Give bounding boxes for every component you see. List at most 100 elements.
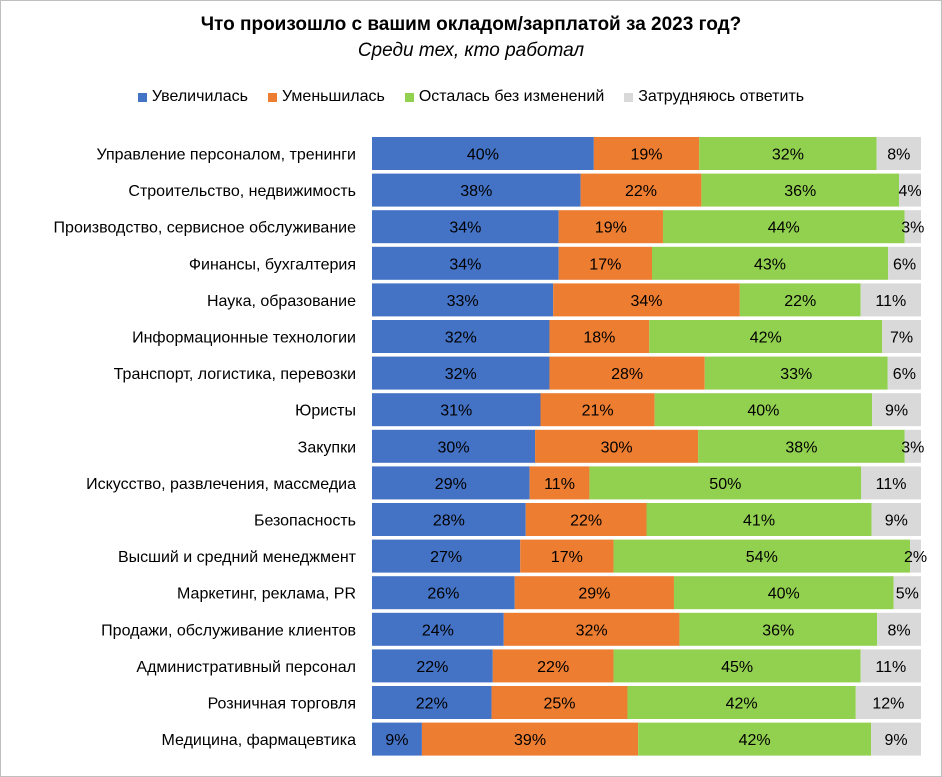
bar-segment [372,539,521,573]
legend-label: Увеличилась [151,88,248,105]
bar-segment [699,137,877,170]
category-label: Информационные технологии [132,330,356,347]
data-label: 22% [625,183,657,200]
legend-item-1: Уменьшилась [267,88,385,106]
bar-segment [492,649,614,683]
data-label: 29% [435,476,467,493]
data-label: 22% [784,293,816,310]
data-label: 43% [754,256,786,273]
data-label: 8% [887,147,910,164]
legend-swatch [404,92,414,102]
bar-segment [893,576,921,610]
bar-segment [514,576,674,610]
category-label: Административный персонал [136,659,356,676]
bar-segment [558,210,663,244]
data-label: 26% [427,586,459,603]
legend-swatch [624,92,634,102]
bar-segment [627,686,856,719]
data-label: 32% [445,366,477,383]
bar-segment [525,503,647,536]
bar-segment [372,576,515,610]
data-label: 9% [885,403,908,420]
legend-label: Уменьшилась [281,88,385,105]
legend-item-2: Осталась без изменений [404,88,605,106]
bar-segment [549,356,705,390]
bar-segment [701,173,900,207]
data-label: 24% [422,622,454,639]
bar-segment [860,283,921,317]
bar-segment [855,686,921,719]
bar-segment [540,393,655,427]
category-label: Юристы [295,403,356,420]
legend-item-3: Затрудняюсь ответить [624,88,804,106]
bar-segment [491,686,628,719]
data-label: 40% [768,586,800,603]
bar-segment [888,246,921,280]
bar-segment [520,539,614,573]
data-label: 42% [726,696,758,713]
bar-segment [638,722,872,756]
category-label: Закупки [298,439,356,456]
bar-segment [613,649,861,683]
data-label: 33% [447,293,479,310]
bar-segment [372,137,594,170]
data-label: 36% [762,622,794,639]
data-label: 40% [747,403,779,420]
data-label: 17% [551,549,583,566]
bar-segment [904,210,921,244]
bar-segment [593,137,700,170]
legend-label: Затрудняюсь ответить [638,88,805,105]
data-label: 32% [445,330,477,347]
chart-title: Что произошло с вашим окладом/зарплатой … [200,14,742,35]
data-label: 30% [438,439,470,456]
bar-segment [704,356,888,390]
data-label: 32% [576,622,608,639]
data-label: 11% [875,293,906,310]
bar-segment [904,429,921,463]
data-label: 38% [785,439,817,456]
data-label: 9% [885,513,908,530]
data-label: 34% [449,256,481,273]
bar-segment [535,429,699,463]
bar-segment [372,246,559,280]
legend: Увеличилась Уменьшилась Осталась без измен… [0,88,942,106]
bar-segment [372,210,559,244]
data-label: 19% [630,147,662,164]
legend-item-0: Увеличилась [137,88,248,106]
data-label: 22% [416,696,448,713]
category-label: Транспорт, логистика, перевозки [114,366,356,383]
data-label: 54% [746,549,778,566]
data-label: 22% [570,513,602,530]
bar-segment [372,722,422,756]
bar-segment [646,503,872,536]
bar-segment [613,539,911,573]
bar-segment [651,246,889,280]
bar-segment [679,612,878,646]
bar-segment [372,283,554,317]
bar-segment [372,649,493,683]
data-label: 31% [440,403,472,420]
bar-segment [421,722,639,756]
bar-segment [871,722,921,756]
chart-subtitle: Среди тех, кто работал [357,40,585,61]
data-label: 42% [739,732,771,749]
data-label: 7% [890,330,913,347]
data-label: 21% [582,403,614,420]
data-label: 45% [721,659,753,676]
data-label: 25% [544,696,576,713]
category-label: Управление персоналом, тренинги [97,147,356,164]
data-label: 9% [884,732,907,749]
bar-segment [861,466,921,500]
bar-segment [673,576,894,610]
data-label: 2% [904,549,927,566]
data-label: 41% [743,513,775,530]
data-label: 19% [595,220,627,237]
bar-segment [580,173,702,207]
legend-label: Осталась без изменений [418,88,605,105]
data-label: 28% [433,513,465,530]
bar-segment [877,612,921,646]
bar-segment [503,612,680,646]
data-label: 27% [430,549,462,566]
data-label: 32% [772,147,804,164]
bar-segment [910,539,921,573]
